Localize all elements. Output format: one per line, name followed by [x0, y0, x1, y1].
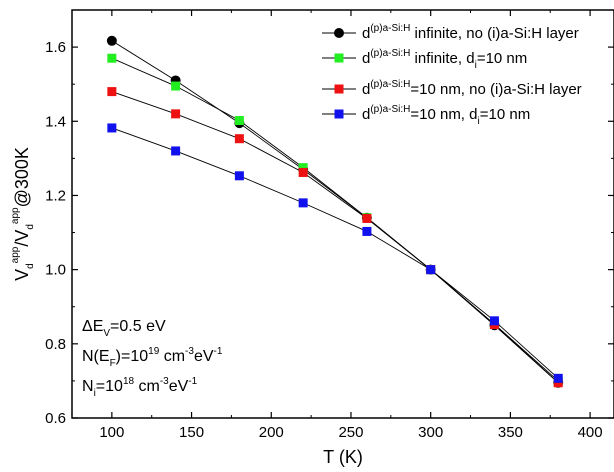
data-point-s2: [171, 109, 181, 119]
data-point-s2: [298, 167, 308, 177]
annotation-nef: N(EF)=1019 cm-3eV-1: [82, 346, 223, 369]
legend-label-3-post_sub: =10 nm: [480, 106, 530, 123]
y-tick-label: 0.6: [45, 410, 66, 427]
annot-1-sup2: -3: [185, 346, 194, 357]
annot-2-post: =10: [96, 378, 123, 395]
y-tick-label: 0.8: [45, 336, 66, 353]
x-tick-label: 200: [259, 424, 284, 441]
y-tick-label: 1.4: [45, 113, 66, 130]
annot-2-post3: eV: [169, 378, 189, 395]
legend-label-1-d: d: [362, 50, 370, 67]
data-point-s3: [107, 123, 117, 133]
data-point-s3: [489, 316, 499, 326]
legend-label-3: d(p)a-Si:H=10 nm, di=10 nm: [362, 104, 530, 127]
ticks: 100 150 200 250 300 350 400 0.6 0.8 1.0 1.2 1.4 1.6: [45, 9, 614, 441]
annotation-delta-ev: ΔEV=0.5 eV: [82, 318, 166, 339]
x-tick-label: 400: [578, 424, 603, 441]
x-tick-label: 300: [418, 424, 443, 441]
legend-label-2-pre_sub: =10 nm, no (i)a-Si:H layer: [410, 81, 581, 98]
annotation-ni: Ni=1018 cm-3eV-1: [82, 376, 198, 399]
annot-2-sub: i: [94, 388, 96, 399]
annot-2-sup2: -3: [160, 376, 169, 387]
annot-0-sub: V: [103, 328, 110, 339]
data-point-s3: [234, 171, 244, 181]
legend-label-0-sup: (p)a-Si:H: [370, 23, 410, 34]
data-point-s0: [106, 35, 117, 46]
y-tick-label: 1.2: [45, 187, 66, 204]
data-point-s1: [298, 163, 308, 173]
legend-label-0: d(p)a-Si:H infinite, no (i)a-Si:H layer: [362, 23, 579, 42]
y-title-v1: V: [12, 269, 32, 281]
data-point-s3: [426, 265, 436, 275]
legend: d(p)a-Si:H infinite, no (i)a-Si:H layerd…: [322, 23, 582, 127]
x-axis-title: T (K): [323, 447, 363, 467]
annot-1-sup3: -1: [214, 346, 223, 357]
data-point-s3: [298, 198, 308, 208]
annot-2-sup3: -1: [188, 376, 197, 387]
legend-label-3-sup: (p)a-Si:H: [370, 104, 410, 115]
y-title-slash: /V: [12, 230, 32, 247]
legend-marker-3: [334, 109, 344, 119]
annot-0-pre: ΔE: [82, 318, 103, 335]
y-title-sup2: app: [10, 207, 21, 224]
legend-label-3-pre_sub: =10 nm, d: [410, 106, 477, 123]
series-line-3: [111, 127, 559, 379]
legend-label-1-post_sub: =10 nm: [477, 50, 527, 67]
annot-1-pre: N(E: [82, 348, 110, 365]
annot-2-sup: 18: [123, 376, 135, 387]
data-point-s2: [362, 213, 372, 223]
data-point-s1: [234, 116, 244, 126]
series-line-2: [111, 91, 559, 384]
y-title-sub1: d: [25, 263, 36, 269]
annot-1-sub: F: [110, 358, 116, 369]
x-tick-label: 100: [99, 424, 124, 441]
legend-label-2: d(p)a-Si:H=10 nm, no (i)a-Si:H layer: [362, 79, 582, 98]
data-point-s1: [171, 81, 181, 91]
data-point-s1: [107, 53, 117, 63]
legend-label-2-sup: (p)a-Si:H: [370, 79, 410, 90]
annot-1-post: )=10: [116, 348, 149, 365]
data-point-s2: [107, 87, 117, 97]
annot-0-post: =0.5 eV: [110, 318, 166, 335]
x-tick-label: 250: [338, 424, 363, 441]
series-line-0: [111, 40, 559, 384]
annot-1-post2: cm: [159, 348, 185, 365]
data-point-s3: [362, 226, 372, 236]
annotations: ΔEV=0.5 eV N(EF)=1019 cm-3eV-1 Ni=1018 c…: [82, 318, 223, 399]
legend-marker-1: [334, 53, 344, 63]
legend-label-1-sup: (p)a-Si:H: [370, 48, 410, 59]
data-point-s2: [234, 134, 244, 144]
x-tick-label: 150: [179, 424, 204, 441]
y-axis-title: Vdapp/Vdapp@300K: [10, 147, 36, 281]
legend-label-1-sub: i: [475, 60, 477, 71]
legend-label-3-sub: i: [478, 116, 480, 127]
legend-label-0-d: d: [362, 25, 370, 42]
y-title-sub2: d: [25, 224, 36, 230]
annot-1-sup: 19: [148, 346, 160, 357]
plot-frame: [71, 9, 614, 419]
y-tick-label: 1.6: [45, 39, 66, 56]
legend-label-2-d: d: [362, 81, 370, 98]
y-title-sup1: app: [10, 246, 21, 263]
legend-marker-0: [334, 28, 344, 38]
y-title-rest: @300K: [12, 147, 32, 207]
legend-label-1-pre_sub: infinite, d: [410, 50, 474, 67]
data-point-s3: [171, 146, 181, 156]
legend-label-0-pre_sub: infinite, no (i)a-Si:H layer: [410, 25, 578, 42]
legend-label-1: d(p)a-Si:H infinite, di=10 nm: [362, 48, 527, 71]
annot-2-post2: cm: [134, 378, 160, 395]
annot-1-post3: eV: [194, 348, 214, 365]
legend-label-3-d: d: [362, 106, 370, 123]
x-tick-label: 350: [498, 424, 523, 441]
annot-2-pre: N: [82, 378, 94, 395]
series-layer: [106, 35, 564, 388]
data-point-s3: [553, 373, 563, 383]
y-tick-label: 1.0: [45, 262, 66, 279]
legend-marker-2: [334, 84, 344, 94]
